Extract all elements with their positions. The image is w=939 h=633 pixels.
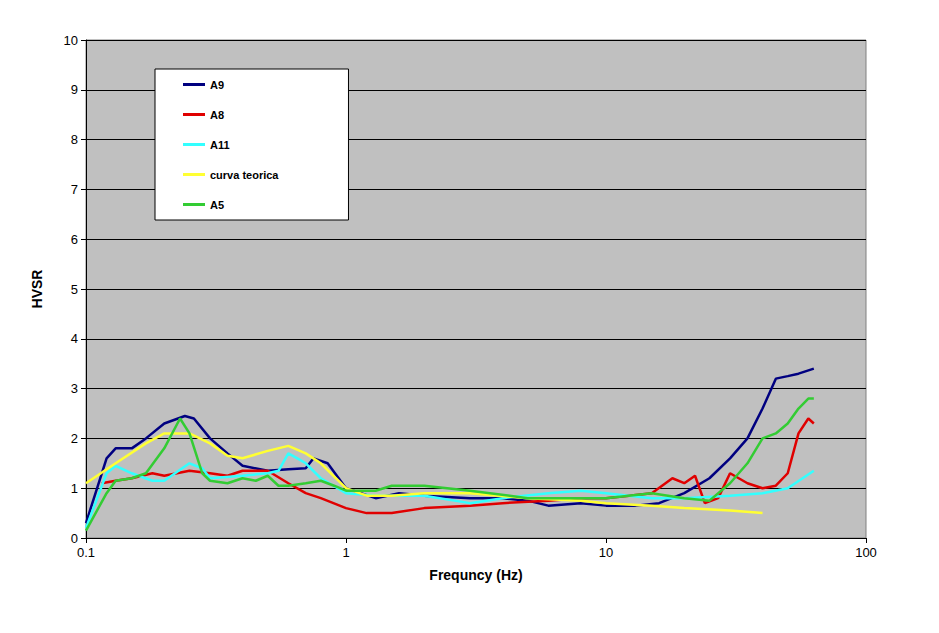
svg-text:1: 1: [71, 481, 78, 496]
svg-text:10: 10: [599, 545, 613, 560]
svg-text:HVSR: HVSR: [29, 270, 45, 309]
svg-text:A5: A5: [210, 199, 224, 211]
svg-text:0.1: 0.1: [77, 545, 95, 560]
svg-text:100: 100: [855, 545, 877, 560]
svg-text:7: 7: [71, 182, 78, 197]
svg-text:2: 2: [71, 431, 78, 446]
svg-text:9: 9: [71, 82, 78, 97]
svg-text:1: 1: [342, 545, 349, 560]
svg-text:curva teorica: curva teorica: [210, 169, 279, 181]
svg-text:8: 8: [71, 132, 78, 147]
svg-text:A9: A9: [210, 79, 224, 91]
svg-text:A8: A8: [210, 109, 224, 121]
svg-text:3: 3: [71, 381, 78, 396]
svg-text:10: 10: [64, 33, 78, 48]
svg-text:4: 4: [71, 331, 78, 346]
svg-text:6: 6: [71, 232, 78, 247]
svg-text:A11: A11: [210, 139, 230, 151]
svg-text:Frequncy (Hz): Frequncy (Hz): [429, 567, 522, 583]
svg-text:5: 5: [71, 282, 78, 297]
svg-text:0: 0: [71, 531, 78, 546]
